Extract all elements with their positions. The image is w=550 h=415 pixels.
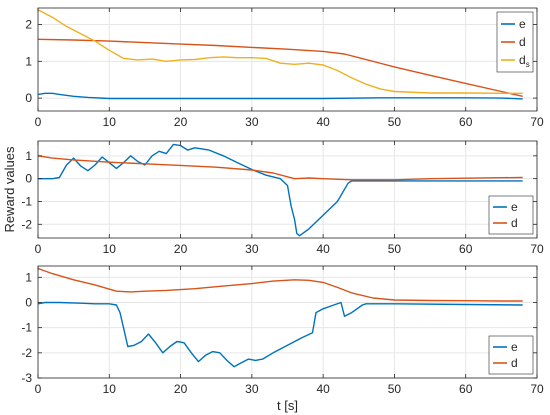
x-tick-label: 40 [316,242,330,256]
x-tick-label: 20 [174,382,188,396]
axes-frame [37,140,538,239]
legend-label-e: e [511,340,518,354]
legend-box [488,195,534,235]
y-axis-label: Reward values [2,146,17,232]
plot-area [38,266,537,378]
x-tick-label: 40 [316,115,330,129]
y-tick-label: 1 [25,54,32,68]
legend-label-d: d [511,216,518,230]
x-tick-label: 0 [35,115,42,129]
x-tick-label: 70 [530,242,544,256]
x-tick-label: 70 [530,115,544,129]
y-tick-label: -1 [21,321,32,335]
x-tick-label: 60 [459,242,473,256]
y-tick-label: 0 [25,91,32,105]
series-line-d [37,267,523,302]
x-tick-label: 50 [388,382,402,396]
y-tick-label: 1 [25,149,32,163]
axes-frame [37,265,538,379]
subplot-2: 0 10 20 30 40 50 60 70 -2 -1 0 1 Reward values ed [2,140,544,256]
x-tick-label: 50 [388,242,402,256]
y-tick-label: -2 [21,217,32,231]
x-tick-label: 10 [103,115,117,129]
x-tick-label: 20 [174,115,188,129]
x-tick-label: 30 [245,382,259,396]
y-tick-label: -2 [21,346,32,360]
legend: ed ds [496,11,534,73]
series-line-d [37,155,523,181]
legend-label-d: d [519,35,526,49]
x-tick-label: 20 [174,242,188,256]
x-tick-label: 0 [35,242,42,256]
x-axis-label: t [s] [277,398,298,413]
series-line-e [37,92,523,100]
legend-label-d_s: ds [519,53,530,69]
subplot-1: 0 10 20 30 40 50 60 70 0 1 2 ed ds [25,7,544,129]
x-tick-label: 60 [459,115,473,129]
y-tick-label: 1 [25,270,32,284]
x-tick-label: 0 [35,382,42,396]
x-tick-label: 50 [388,115,402,129]
x-tick-label: 10 [103,382,117,396]
x-tick-label: 60 [459,382,473,396]
y-tick-label: 0 [25,172,32,186]
x-tick-label: 10 [103,242,117,256]
legend-label-e: e [511,200,518,214]
legend: ed [488,195,534,235]
axes-frame [37,7,538,112]
series-line-d_s [37,9,523,94]
y-tick-label: 0 [25,295,32,309]
x-tick-label: 40 [316,382,330,396]
legend-label-d: d [511,356,518,370]
series-line-e [37,301,523,368]
series-line-d [37,38,523,97]
x-tick-label: 70 [530,382,544,396]
plot-area [38,8,537,111]
y-tick-label: -3 [21,371,32,385]
series-line-e [38,143,523,237]
y-tick-label: -1 [21,194,32,208]
legend: ed [488,335,534,375]
legend-box [488,335,534,375]
subplot-3: 0 10 20 30 40 50 60 70 -3 -2 -1 0 1 t [s] ed [21,265,544,413]
x-tick-label: 30 [245,242,259,256]
legend-label-e: e [519,17,526,31]
x-tick-label: 30 [245,115,259,129]
y-tick-label: 2 [25,18,32,32]
